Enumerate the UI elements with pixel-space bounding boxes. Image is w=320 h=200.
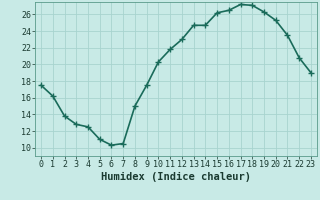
X-axis label: Humidex (Indice chaleur): Humidex (Indice chaleur)	[101, 172, 251, 182]
